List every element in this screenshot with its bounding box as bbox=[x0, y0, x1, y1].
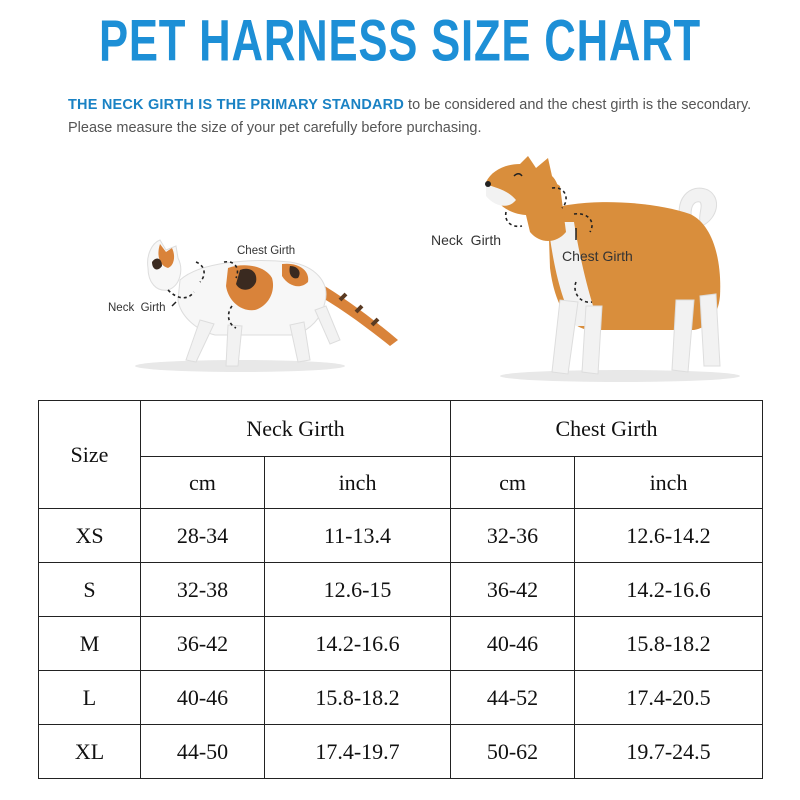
pets-svg bbox=[135, 156, 740, 382]
dog-chest-label: Chest Girth bbox=[562, 248, 633, 264]
chest-inch-cell: 17.4-20.5 bbox=[574, 670, 764, 725]
chest-inch-cell: 14.2-16.6 bbox=[574, 562, 764, 617]
dog-neck-label: Neck Girth bbox=[431, 232, 502, 248]
intro-rest: to be considered and the chest girth is … bbox=[68, 97, 752, 136]
size-chart-table: Size Neck Girth Chest Girth cm inch cm i… bbox=[38, 400, 764, 779]
intro-text: THE NECK GIRTH IS THE PRIMARY STANDARD t… bbox=[68, 94, 768, 140]
chest-girth-header: Chest Girth bbox=[450, 400, 764, 457]
neck-inch-cell: 17.4-19.7 bbox=[263, 724, 452, 779]
dog-illustration bbox=[485, 156, 740, 382]
neck-cm-cell: 36-42 bbox=[140, 616, 265, 671]
neck-inch-header: inch bbox=[263, 456, 452, 509]
table-header-row: Size Neck Girth Chest Girth bbox=[38, 400, 764, 509]
table-row: XL 44-50 17.4-19.7 50-62 19.7-24.5 bbox=[38, 724, 764, 779]
table-row: S 32-38 12.6-15 36-42 14.2-16.6 bbox=[38, 562, 764, 617]
cat-chest-label: Chest Girth bbox=[237, 245, 296, 257]
pet-illustration: Chest Girth Neck Girth Neck Girth Chest … bbox=[0, 150, 800, 390]
chest-cm-cell: 44-52 bbox=[450, 670, 576, 725]
chest-cm-cell: 36-42 bbox=[450, 562, 576, 617]
chest-cm-cell: 40-46 bbox=[450, 616, 576, 671]
chest-inch-cell: 12.6-14.2 bbox=[574, 508, 764, 563]
neck-inch-cell: 15.8-18.2 bbox=[263, 670, 452, 725]
neck-cm-cell: 40-46 bbox=[140, 670, 265, 725]
chest-cm-header: cm bbox=[450, 456, 576, 509]
neck-cm-cell: 44-50 bbox=[140, 724, 265, 779]
size-cell: XL bbox=[38, 724, 141, 779]
table-unit-row: cm inch cm inch bbox=[39, 456, 764, 509]
cat-neck-label: Neck Girth bbox=[108, 302, 166, 314]
table-row: L 40-46 15.8-18.2 44-52 17.4-20.5 bbox=[38, 670, 764, 725]
neck-cm-cell: 32-38 bbox=[140, 562, 265, 617]
neck-inch-cell: 11-13.4 bbox=[263, 508, 452, 563]
size-cell: L bbox=[38, 670, 141, 725]
size-cell: XS bbox=[38, 508, 141, 563]
page-title: PET HARNESS SIZE CHART bbox=[98, 7, 702, 74]
intro-emphasis: THE NECK GIRTH IS THE PRIMARY STANDARD bbox=[68, 97, 405, 113]
size-cell: S bbox=[38, 562, 141, 617]
neck-inch-cell: 12.6-15 bbox=[263, 562, 452, 617]
chest-inch-header: inch bbox=[574, 456, 764, 509]
chest-cm-cell: 50-62 bbox=[450, 724, 576, 779]
neck-cm-cell: 28-34 bbox=[140, 508, 265, 563]
neck-cm-header: cm bbox=[140, 456, 265, 509]
cat-illustration bbox=[135, 239, 398, 372]
size-cell: M bbox=[38, 616, 141, 671]
table-row: XS 28-34 11-13.4 32-36 12.6-14.2 bbox=[38, 508, 764, 563]
size-column-header: Size bbox=[38, 400, 141, 509]
chest-inch-cell: 19.7-24.5 bbox=[574, 724, 764, 779]
neck-inch-cell: 14.2-16.6 bbox=[263, 616, 452, 671]
chest-cm-cell: 32-36 bbox=[450, 508, 576, 563]
neck-girth-header: Neck Girth bbox=[139, 400, 452, 457]
chest-inch-cell: 15.8-18.2 bbox=[574, 616, 764, 671]
table-row: M 36-42 14.2-16.6 40-46 15.8-18.2 bbox=[38, 616, 764, 671]
